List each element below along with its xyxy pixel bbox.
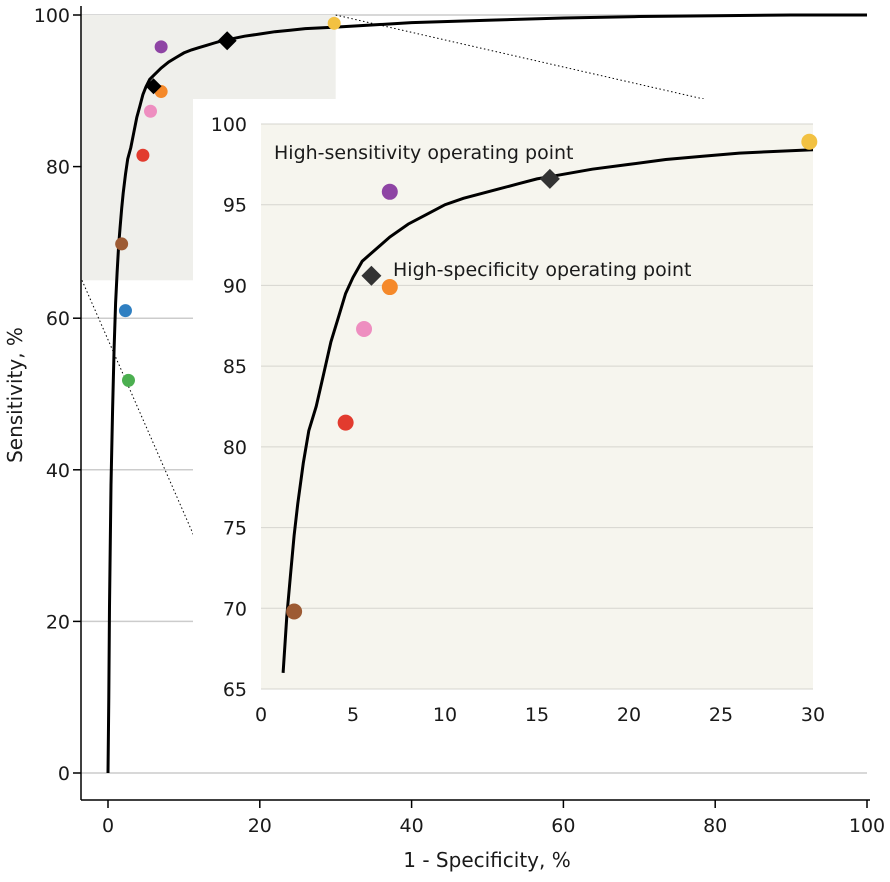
inset-x-tick-label: 30 (801, 704, 825, 726)
inset-x-tick-label: 10 (433, 704, 457, 726)
comparison-point (136, 148, 150, 162)
main-x-tick-labels: 0 20 40 60 80 100 (102, 800, 885, 837)
inset-comparison-point (337, 414, 354, 431)
x-tick-label: 0 (102, 815, 114, 837)
inset-x-tick-label: 25 (709, 704, 733, 726)
x-tick-label: 80 (703, 815, 727, 837)
inset-y-tick-label: 95 (223, 195, 247, 217)
inset-gridlines (261, 123, 813, 690)
x-tick-label: 20 (248, 815, 272, 837)
inset-y-tick-labels: 65 70 75 80 85 90 95 100 (211, 114, 247, 701)
inset-operating-points (361, 168, 560, 286)
inset-x-tick-label: 0 (255, 704, 267, 726)
inset-x-tick-label: 15 (525, 704, 549, 726)
main-y-tick-labels: 0 20 40 60 80 100 (34, 5, 81, 785)
comparison-point (118, 304, 132, 318)
main-operating-points (145, 31, 237, 95)
inset-operating-point-marker (361, 265, 382, 286)
comparison-point (154, 40, 168, 54)
inset-y-tick-label: 80 (223, 437, 247, 459)
comparison-point (144, 104, 158, 118)
annotation-high-sensitivity: High-sensitivity operating point (274, 142, 573, 164)
inset-comparison-point (801, 133, 818, 150)
inset-comparison-point (381, 183, 398, 200)
inset-roc-curve (281, 148, 814, 673)
comparison-point (327, 16, 341, 30)
main-roc-curve (106, 13, 867, 774)
x-tick-label: 60 (551, 815, 575, 837)
inset-y-tick-label: 85 (223, 356, 247, 378)
y-tick-label: 60 (46, 308, 70, 330)
inset-comparison-points (286, 133, 818, 620)
main-comparison-points (115, 16, 341, 387)
inset-comparison-point (381, 279, 398, 296)
inset-x-tick-label: 5 (347, 704, 359, 726)
y-tick-label: 20 (46, 611, 70, 633)
inset-operating-point-marker (539, 168, 560, 189)
inset-comparison-point (356, 321, 373, 338)
inset-y-tick-label: 75 (223, 518, 247, 540)
y-tick-label: 80 (46, 157, 70, 179)
y-tick-label: 100 (34, 5, 70, 27)
connector-line (335, 14, 814, 125)
inset-y-tick-label: 65 (223, 679, 247, 701)
x-tick-label: 100 (849, 815, 885, 837)
comparison-point (115, 237, 129, 251)
comparison-point (121, 373, 135, 387)
zoom-connector-lines (81, 14, 814, 690)
inset-y-tick-label: 100 (211, 114, 247, 136)
inset-x-tick-labels: 0 5 10 15 20 25 30 (255, 704, 825, 726)
inset-plot-area (261, 124, 813, 689)
annotation-high-specificity: High-specificity operating point (393, 259, 691, 281)
operating-point-marker (217, 31, 237, 51)
inset-comparison-point (286, 603, 303, 620)
main-axes (80, 6, 870, 801)
inset-y-tick-label: 70 (223, 598, 247, 620)
x-axis-label: 1 - Specificity, % (403, 848, 570, 872)
y-axis-label: Sensitivity, % (3, 327, 27, 463)
y-tick-label: 0 (58, 763, 70, 785)
inset-x-tick-label: 20 (617, 704, 641, 726)
operating-point-marker (145, 78, 162, 95)
x-tick-label: 40 (400, 815, 424, 837)
y-tick-label: 40 (46, 460, 70, 482)
inset-y-tick-label: 90 (223, 275, 247, 297)
